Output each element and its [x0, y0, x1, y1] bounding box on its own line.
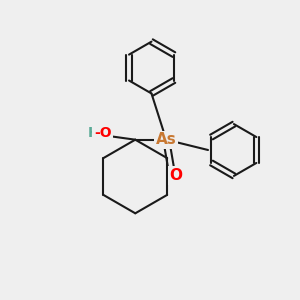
Text: As: As	[156, 132, 177, 147]
Text: H: H	[87, 126, 99, 140]
Text: -O: -O	[94, 126, 112, 140]
Text: O: O	[169, 168, 182, 183]
